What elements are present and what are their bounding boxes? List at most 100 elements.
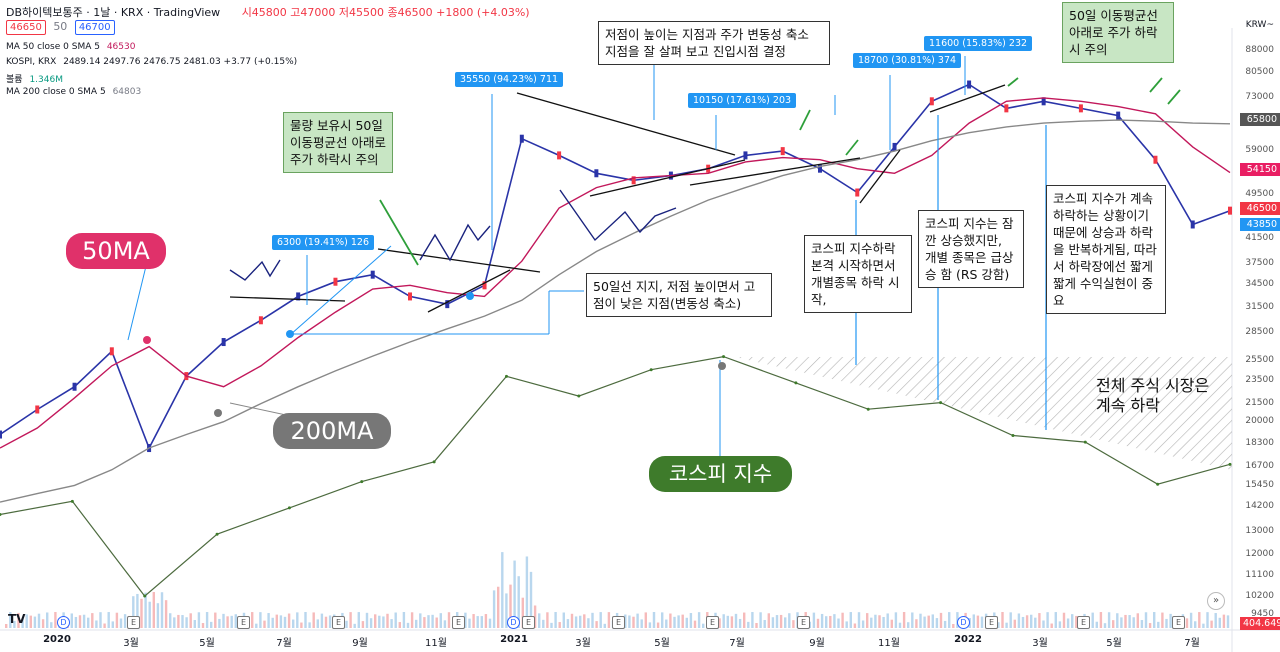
volume-bar xyxy=(353,623,356,628)
price-candle xyxy=(0,430,2,439)
volume-bar xyxy=(558,622,561,628)
volume-bar xyxy=(1153,612,1156,628)
x-tick-label: 3월 xyxy=(123,638,139,649)
symbol-title[interactable]: DB하이텍보통주 · 1날 · KRX · TradingView xyxy=(6,6,221,19)
bid-box[interactable]: 46650 xyxy=(6,20,46,35)
volume-legend[interactable]: 볼륨 1.346M xyxy=(6,72,63,85)
volume-bar xyxy=(1148,623,1152,628)
earnings-icon[interactable]: E xyxy=(1077,616,1090,629)
y-tick-label: 10200 xyxy=(1245,591,1274,602)
green-arrow xyxy=(1149,77,1163,93)
volume-bar xyxy=(423,617,426,628)
volume-bar xyxy=(1136,613,1139,628)
ma50-legend[interactable]: MA 50 close 0 SMA 5 46530 xyxy=(6,42,135,52)
volume-bar xyxy=(624,614,627,628)
volume-bar xyxy=(82,614,86,628)
price-candle xyxy=(370,270,375,279)
volume-bar xyxy=(484,614,488,628)
y-tick-label: 73000 xyxy=(1245,91,1274,102)
volume-bar xyxy=(845,621,848,628)
volume-bar xyxy=(95,620,98,628)
y-tick-label: 16700 xyxy=(1245,460,1274,471)
volume-bar xyxy=(1030,614,1033,628)
y-tick-label: 21500 xyxy=(1245,397,1274,408)
price-candle xyxy=(855,188,860,197)
volume-bar xyxy=(1050,623,1053,628)
earnings-icon[interactable]: E xyxy=(127,616,140,629)
volume-bar xyxy=(328,615,332,628)
volume-bar xyxy=(1157,621,1160,628)
volume-bar xyxy=(595,621,598,628)
ask-box[interactable]: 46700 xyxy=(74,20,115,35)
volume-bar xyxy=(1222,614,1226,628)
pattern-sketch xyxy=(229,259,281,281)
volume-bar xyxy=(54,612,57,628)
y-tick-label: 14200 xyxy=(1245,501,1274,512)
volume-bar xyxy=(431,614,434,628)
kospi-point xyxy=(649,368,653,372)
tradingview-logo-icon[interactable]: TV xyxy=(8,612,26,626)
dividend-icon[interactable]: D xyxy=(57,616,70,629)
y-tick-label: 34500 xyxy=(1245,279,1274,290)
volume-bar xyxy=(628,615,631,628)
volume-bar xyxy=(70,613,73,628)
volume-bar xyxy=(144,592,147,628)
earnings-icon[interactable]: E xyxy=(612,616,625,629)
price-candle xyxy=(482,281,487,290)
spread-value: 50 xyxy=(53,20,68,33)
volume-bar xyxy=(1194,621,1197,628)
price-candle xyxy=(35,405,40,414)
ma200-legend[interactable]: MA 200 close 0 SMA 5 64803 xyxy=(6,87,141,97)
dividend-icon[interactable]: D xyxy=(957,616,970,629)
kospi-point xyxy=(0,512,2,516)
kospi-legend[interactable]: KOSPI, KRX 2489.14 2497.76 2476.75 2481.… xyxy=(6,57,297,67)
volume-bar xyxy=(685,617,688,628)
scroll-right-icon[interactable]: » xyxy=(1207,592,1225,610)
volume-bar xyxy=(861,620,865,628)
volume-bar xyxy=(287,613,291,628)
x-tick-label: 5월 xyxy=(1106,638,1122,649)
volume-bar xyxy=(488,618,492,628)
volume-bar xyxy=(472,614,475,628)
volume-bar xyxy=(50,622,53,628)
volume-bar xyxy=(656,622,660,628)
volume-bar xyxy=(78,615,82,628)
earnings-icon[interactable]: E xyxy=(332,616,345,629)
volume-bar xyxy=(1091,612,1094,628)
ma200-value: 64803 xyxy=(112,87,142,97)
earnings-icon[interactable]: E xyxy=(706,616,719,629)
x-tick-label: 5월 xyxy=(654,638,670,649)
green-arrow xyxy=(1007,77,1019,87)
volume-bar xyxy=(140,598,143,628)
volume-bar xyxy=(603,623,606,628)
kospi-point xyxy=(1011,434,1015,438)
volume-bar xyxy=(1132,617,1135,628)
volume-bar xyxy=(792,620,795,628)
volume-bar xyxy=(1013,619,1016,628)
volume-bar xyxy=(480,616,483,628)
support-marker xyxy=(466,292,474,300)
callout-market-down: 전체 주식 시장은 계속 하락 xyxy=(1096,376,1210,415)
volume-bar xyxy=(497,586,500,628)
price-candle xyxy=(1004,104,1009,113)
earnings-icon[interactable]: E xyxy=(797,616,810,629)
callout-ma50-break: 50일 이동평균선 아래로 주가 하락시 주의 xyxy=(1062,2,1174,63)
volume-bar xyxy=(816,618,820,628)
callout-kospi-decline: 코스피 지수하락 본격 시작하면서 개별종목 하락 시작, xyxy=(804,235,912,313)
volume-bar xyxy=(201,623,205,628)
earnings-icon[interactable]: E xyxy=(1172,616,1185,629)
earnings-icon[interactable]: E xyxy=(452,616,465,629)
earnings-icon[interactable]: E xyxy=(237,616,250,629)
price-candle xyxy=(892,142,897,151)
earnings-icon[interactable]: E xyxy=(985,616,998,629)
price-candle xyxy=(1228,206,1232,215)
price-candle xyxy=(818,164,822,173)
earnings-icon[interactable]: E xyxy=(522,616,535,629)
dividend-icon[interactable]: D xyxy=(507,616,520,629)
volume-bar xyxy=(279,615,283,628)
trendline xyxy=(929,84,1006,113)
currency-label[interactable]: KRW~ xyxy=(1245,20,1274,30)
measure-label: 10150 (17.61%) 203 xyxy=(688,93,797,108)
x-tick-label: 3월 xyxy=(575,638,591,649)
